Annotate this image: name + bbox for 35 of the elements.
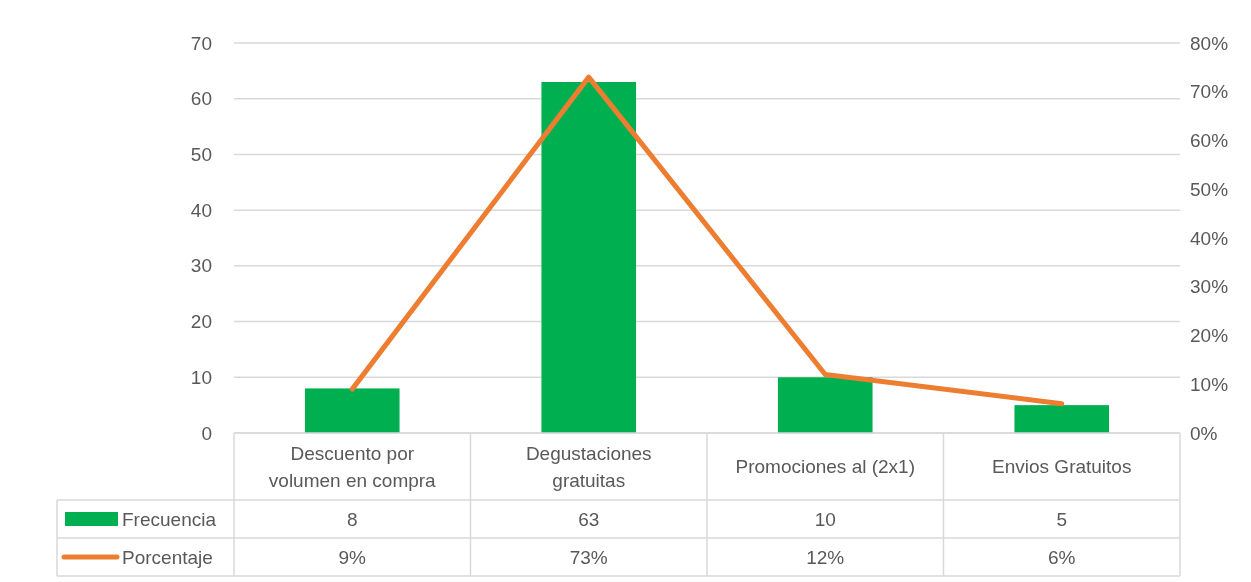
y2-tick-label: 20%: [1190, 325, 1229, 346]
data-label: 12%: [806, 546, 845, 568]
bar: [541, 82, 637, 433]
y-tick-label: 70: [190, 32, 212, 54]
data-label: 63: [578, 508, 600, 530]
x-tick-label: Promociones al (2x1): [735, 456, 916, 477]
legend-label: Frecuencia: [122, 508, 217, 530]
data-label: 6%: [1048, 546, 1076, 568]
data-label: 5: [1056, 508, 1068, 530]
y-tick-label: 0: [201, 422, 212, 444]
x-tick-label: Degustaciones gratuitas: [525, 442, 652, 491]
y2-tick-label: 80%: [1190, 32, 1229, 54]
y2-tick-label: 70%: [1190, 81, 1229, 103]
y2-tick-label: 40%: [1190, 227, 1229, 249]
y-tick-label: 40: [190, 199, 212, 221]
y-tick-label: 20: [190, 311, 212, 333]
x-tick-label: Envios Gratuitos: [992, 456, 1132, 477]
bar: [304, 388, 400, 433]
data-label: 10: [814, 508, 836, 530]
y2-tick-label: 0%: [1190, 422, 1218, 444]
y-tick-label: 60: [190, 88, 212, 110]
y2-tick-label: 50%: [1190, 178, 1229, 200]
y2-tick-label: 10%: [1190, 373, 1229, 395]
x-tick-label: Descuento por volumen en compra: [268, 442, 437, 491]
data-label: 9%: [338, 546, 367, 568]
y-tick-label: 50: [190, 143, 212, 165]
data-label: 8: [346, 508, 358, 530]
bar: [1014, 405, 1110, 433]
bar: [777, 377, 873, 433]
y-tick-label: 30: [190, 255, 212, 277]
y-tick-label: 10: [190, 366, 212, 388]
y2-tick-label: 60%: [1190, 130, 1229, 151]
y2-tick-label: 30%: [1190, 276, 1229, 298]
data-label: 73%: [569, 546, 608, 568]
legend-label: Porcentaje: [122, 546, 213, 568]
